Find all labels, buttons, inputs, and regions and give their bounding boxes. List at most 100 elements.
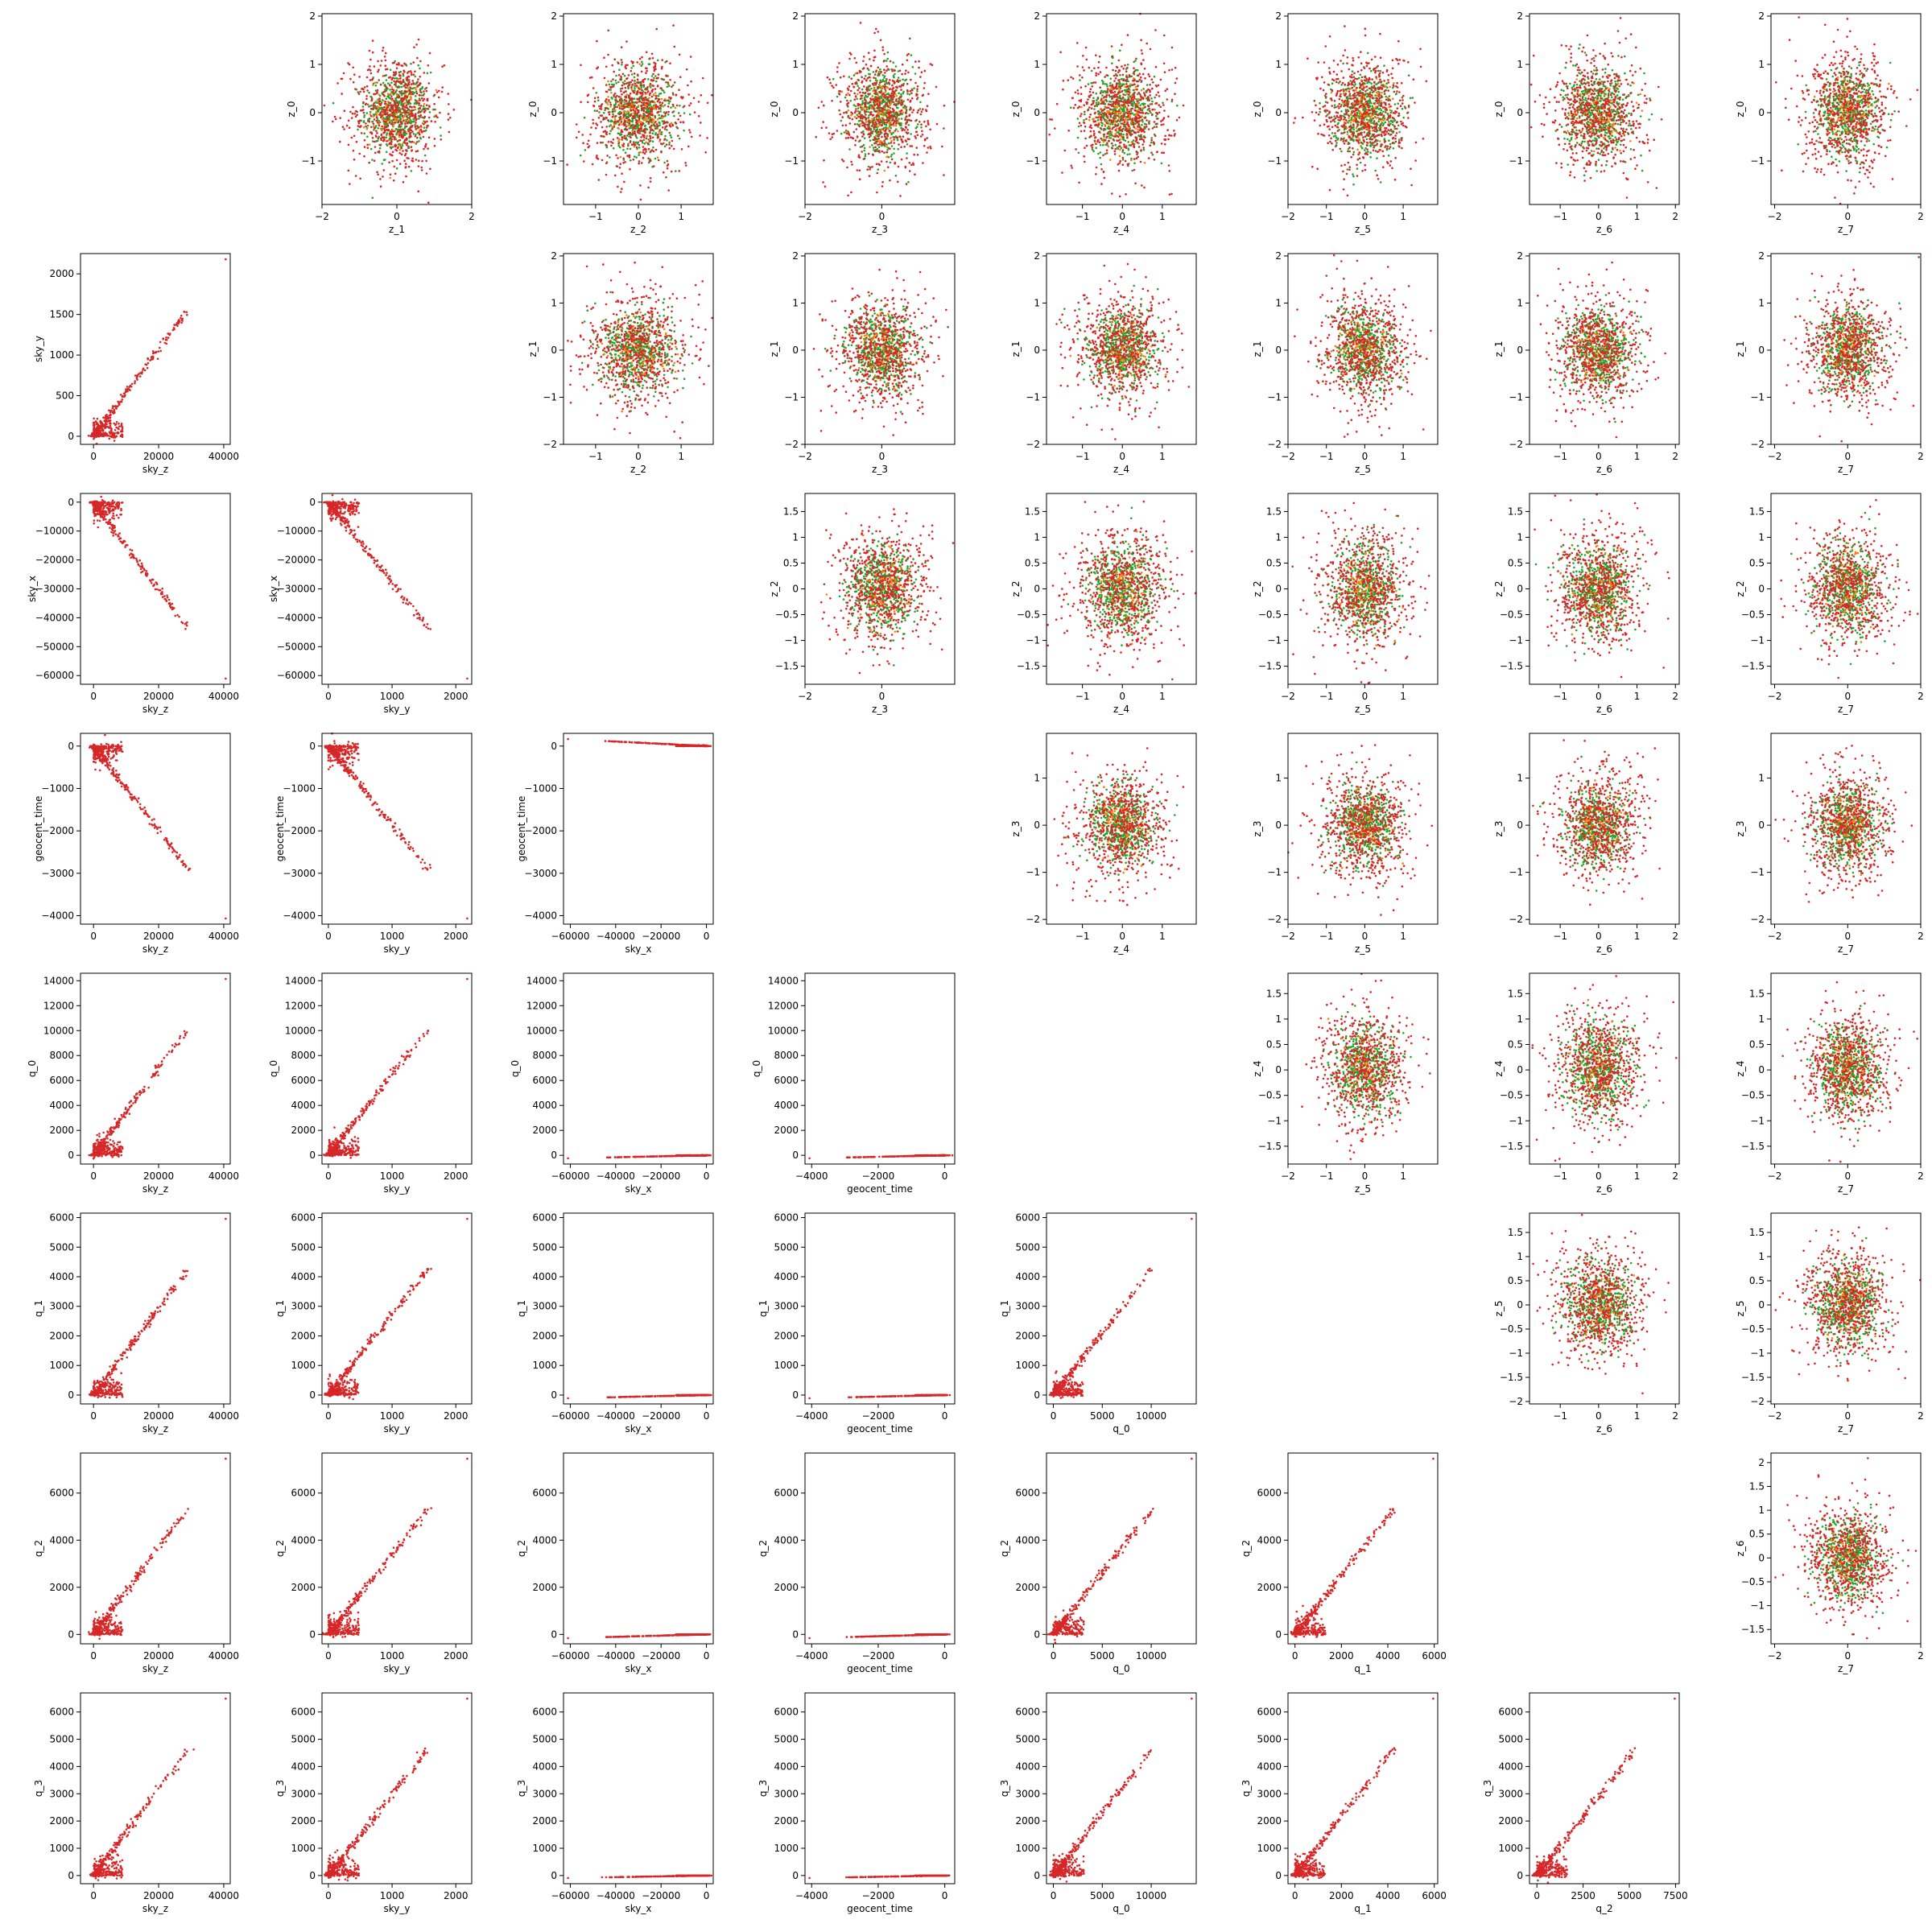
- scatter-point: [609, 130, 612, 133]
- scatter-point: [368, 49, 371, 52]
- scatter-point: [390, 81, 393, 85]
- scatter-point: [605, 107, 609, 109]
- scatter-point: [889, 101, 891, 103]
- scatter-point: [447, 113, 450, 115]
- scatter-point: [656, 59, 659, 62]
- scatter-point: [1137, 128, 1139, 130]
- scatter-point: [1083, 104, 1085, 106]
- scatter-point: [635, 156, 638, 159]
- scatter-point: [1138, 138, 1141, 141]
- scatter-point: [1102, 140, 1105, 143]
- scatter-point: [897, 165, 900, 168]
- scatter-point: [406, 76, 409, 79]
- scatter-point: [365, 76, 369, 79]
- y-tick-label: 0: [309, 107, 316, 118]
- scatter-point: [641, 97, 644, 100]
- scatter-point: [398, 80, 401, 84]
- scatter-point: [1103, 118, 1106, 121]
- scatter-point: [623, 101, 626, 105]
- scatter-point: [1127, 118, 1129, 121]
- scatter-point: [632, 109, 634, 111]
- scatter-point: [925, 125, 927, 128]
- scatter-point: [919, 135, 923, 138]
- scatter-point: [902, 111, 904, 114]
- scatter-point: [380, 60, 383, 62]
- scatter-point: [425, 159, 427, 163]
- scatter-point: [850, 53, 852, 56]
- scatter-point: [1131, 96, 1134, 99]
- scatter-point: [865, 127, 868, 130]
- scatter-point: [394, 91, 397, 93]
- scatter-point: [362, 120, 365, 122]
- scatter-point: [403, 114, 406, 118]
- scatter-point: [1174, 81, 1177, 85]
- scatter-point: [670, 106, 672, 109]
- scatter-point: [1108, 100, 1111, 103]
- scatter-point: [929, 63, 932, 65]
- scatter-point: [592, 87, 595, 89]
- scatter-point: [1134, 122, 1137, 125]
- scatter-point: [1125, 118, 1127, 121]
- scatter-point: [383, 130, 386, 132]
- scatter-point: [1153, 159, 1156, 161]
- scatter-point: [409, 126, 411, 129]
- scatter-point: [628, 122, 631, 125]
- scatter-point: [647, 147, 650, 151]
- scatter-point: [631, 101, 634, 104]
- scatter-point: [927, 120, 929, 122]
- scatter-point: [873, 107, 875, 109]
- scatter-point: [382, 81, 385, 85]
- scatter-point: [1114, 147, 1117, 151]
- scatter-point: [844, 137, 848, 139]
- scatter-point: [649, 177, 652, 180]
- scatter-point: [389, 84, 391, 87]
- scatter-point: [419, 99, 421, 101]
- scatter-point: [1136, 88, 1138, 91]
- scatter-point: [1118, 115, 1121, 118]
- scatter-point: [623, 124, 625, 126]
- scatter-point: [1117, 139, 1120, 142]
- scatter-point: [857, 89, 859, 92]
- scatter-point: [648, 103, 651, 106]
- scatter-point: [661, 59, 663, 61]
- scatter-point: [410, 170, 413, 172]
- scatter-point: [1139, 160, 1142, 163]
- scatter-point: [368, 161, 371, 164]
- scatter-point: [420, 87, 423, 90]
- scatter-point: [1118, 69, 1121, 72]
- scatter-point: [602, 117, 605, 120]
- scatter-point: [1155, 85, 1158, 88]
- scatter-point: [669, 79, 671, 81]
- scatter-point: [1126, 85, 1129, 88]
- scatter-point: [402, 79, 405, 81]
- scatter-point: [935, 85, 938, 89]
- scatter-point: [623, 180, 625, 184]
- scatter-point: [617, 62, 620, 64]
- scatter-point: [859, 110, 861, 114]
- scatter-point: [661, 126, 664, 129]
- scatter-point: [617, 140, 620, 142]
- scatter-point: [398, 109, 402, 112]
- scatter-point: [405, 95, 408, 98]
- scatter-point: [658, 121, 660, 124]
- scatter-point: [613, 123, 616, 126]
- y-tick-label: 0: [792, 107, 799, 118]
- scatter-point: [354, 175, 357, 177]
- scatter-point: [623, 122, 625, 124]
- scatter-point: [417, 159, 420, 162]
- scatter-point: [683, 112, 686, 114]
- scatter-point: [1113, 90, 1117, 93]
- scatter-point: [1095, 166, 1098, 169]
- scatter-point: [649, 86, 652, 89]
- scatter-point: [880, 71, 882, 73]
- scatter-point: [613, 104, 616, 106]
- scatter-point: [386, 140, 388, 142]
- scatter-point: [423, 110, 426, 114]
- scatter-point: [882, 60, 886, 63]
- scatter-point: [395, 167, 398, 170]
- scatter-point: [666, 85, 669, 89]
- scatter-point: [825, 126, 828, 129]
- scatter-point: [649, 180, 652, 183]
- scatter-point: [363, 132, 366, 134]
- scatter-point: [426, 72, 429, 75]
